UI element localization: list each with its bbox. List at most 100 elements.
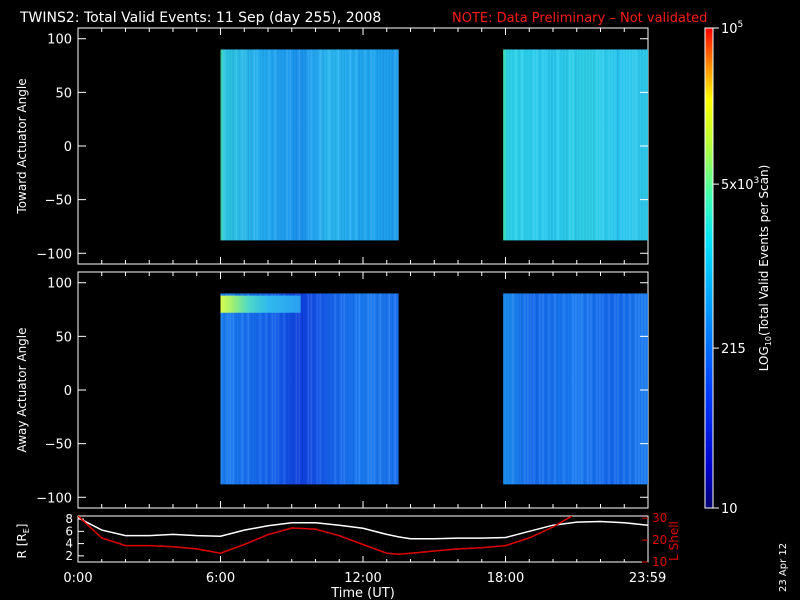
toward-texture-stripe <box>283 49 286 241</box>
toward-texture-stripe <box>220 49 223 241</box>
away-texture-stripe <box>268 293 271 485</box>
away-texture-stripe <box>539 293 541 485</box>
toward-texture-stripe <box>328 49 331 241</box>
away-texture-stripe <box>355 293 358 485</box>
toward-texture-stripe <box>566 49 568 241</box>
away-texture-stripe <box>638 293 640 485</box>
away-texture-stripe <box>361 293 364 485</box>
toward-texture-stripe <box>521 49 523 241</box>
away-texture-stripe <box>277 293 280 485</box>
away-ytick-label: −50 <box>45 438 72 453</box>
away-texture-stripe <box>635 293 637 485</box>
away-texture-stripe <box>605 293 607 485</box>
time-xtick-label: 6:00 <box>206 571 235 586</box>
away-texture-stripe <box>265 293 268 485</box>
toward-texture-stripe <box>590 49 592 241</box>
away-texture-stripe <box>385 293 388 485</box>
toward-texture-stripe <box>512 49 514 241</box>
toward-texture-stripe <box>286 49 289 241</box>
toward-texture-stripe <box>632 49 634 241</box>
toward-ytick-label: 50 <box>55 86 72 101</box>
toward-texture-stripe <box>307 49 310 241</box>
toward-texture-stripe <box>277 49 280 241</box>
toward-texture-stripe <box>584 49 586 241</box>
toward-texture-stripe <box>259 49 262 241</box>
away-texture-stripe <box>274 293 277 485</box>
toward-texture-stripe <box>346 49 349 241</box>
toward-texture-stripe <box>298 49 301 241</box>
toward-texture-stripe <box>644 49 646 241</box>
away-texture-stripe <box>295 293 298 485</box>
toward-texture-stripe <box>289 49 292 241</box>
away-texture-stripe <box>388 293 391 485</box>
away-texture-stripe <box>346 293 349 485</box>
away-texture-stripe <box>602 293 604 485</box>
away-texture-stripe <box>617 293 619 485</box>
toward-texture-stripe <box>223 49 226 241</box>
toward-texture-stripe <box>394 49 397 241</box>
toward-texture-stripe <box>295 49 298 241</box>
away-ytick-label: 50 <box>55 330 72 345</box>
toward-ytick-label: −100 <box>36 247 72 262</box>
away-texture-stripe <box>241 293 244 485</box>
lshell-ytick-label: 30 <box>652 511 667 525</box>
away-texture-stripe <box>536 293 538 485</box>
toward-texture-stripe <box>527 49 529 241</box>
toward-texture-stripe <box>620 49 622 241</box>
away-texture-stripe <box>608 293 610 485</box>
toward-texture-stripe <box>343 49 346 241</box>
generation-date: 23 Apr 12 <box>778 543 789 592</box>
away-texture-stripe <box>304 293 307 485</box>
preliminary-note: NOTE: Data Preliminary – Not validated <box>452 11 707 26</box>
away-texture-stripe <box>352 293 355 485</box>
away-texture-stripe <box>611 293 613 485</box>
toward-texture-stripe <box>232 49 235 241</box>
away-texture-stripe <box>367 293 370 485</box>
toward-texture-stripe <box>518 49 520 241</box>
away-texture-stripe <box>563 293 565 485</box>
away-texture-stripe <box>280 293 283 485</box>
toward-texture-stripe <box>530 49 532 241</box>
toward-texture-stripe <box>524 49 526 241</box>
toward-texture-stripe <box>635 49 637 241</box>
toward-texture-stripe <box>280 49 283 241</box>
away-texture-stripe <box>581 293 583 485</box>
radius-ylabel: R [RE] <box>15 524 31 559</box>
radius-ytick-label: 8 <box>65 512 73 526</box>
away-texture-stripe <box>530 293 532 485</box>
away-texture-stripe <box>509 293 511 485</box>
orbit-lines <box>78 516 648 556</box>
away-texture-stripe <box>548 293 550 485</box>
away-texture-stripe <box>647 293 649 485</box>
toward-texture-stripe <box>539 49 541 241</box>
toward-texture-stripe <box>310 49 313 241</box>
away-texture-stripe <box>319 293 322 485</box>
radius-ytick-label: 6 <box>65 524 73 538</box>
colorbar-tick-label: 105 <box>721 20 743 37</box>
away-texture-stripe <box>575 293 577 485</box>
toward-texture-stripe <box>397 49 400 241</box>
toward-texture-stripe <box>563 49 565 241</box>
away-data-blocks <box>220 293 649 485</box>
away-data-block <box>503 293 648 485</box>
toward-texture-stripe <box>373 49 376 241</box>
toward-texture-stripe <box>557 49 559 241</box>
toward-texture-stripe <box>542 49 544 241</box>
toward-texture-stripe <box>599 49 601 241</box>
away-texture-stripe <box>340 293 343 485</box>
away-texture-stripe <box>554 293 556 485</box>
toward-texture-stripe <box>244 49 247 241</box>
toward-texture-stripe <box>340 49 343 241</box>
toward-texture-stripe <box>247 49 250 241</box>
away-texture-stripe <box>262 293 265 485</box>
toward-axis-ticks: −100 −50 0 50 100 <box>36 28 649 264</box>
away-texture-stripe <box>238 293 241 485</box>
toward-texture-stripe <box>325 49 328 241</box>
away-texture-stripe <box>512 293 514 485</box>
toward-ylabel: Toward Actuator Angle <box>15 78 29 214</box>
away-texture-stripe <box>596 293 598 485</box>
away-texture-stripe <box>593 293 595 485</box>
toward-texture-stripe <box>626 49 628 241</box>
